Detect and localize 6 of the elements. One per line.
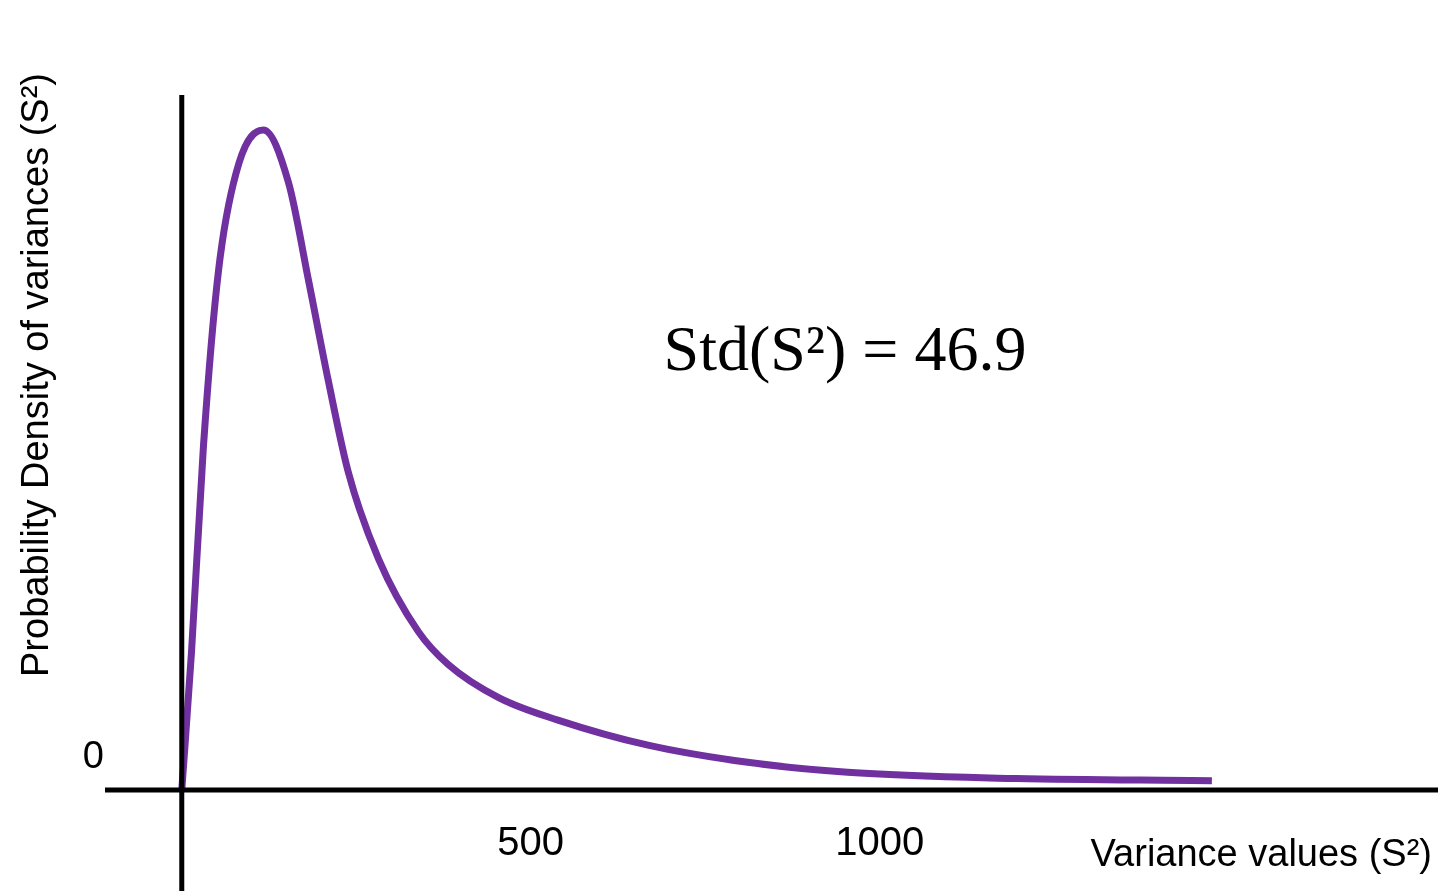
x-tick-label: 500	[497, 819, 565, 864]
text: 0	[82, 734, 104, 777]
x-tick-label: 1000	[835, 819, 925, 864]
annotation: Std(S²) = 46.9	[663, 312, 1027, 384]
x-axis-title: Variance values (S²)	[1090, 832, 1432, 875]
y-axis-title: Probability Density of variances (S²)	[14, 73, 57, 677]
